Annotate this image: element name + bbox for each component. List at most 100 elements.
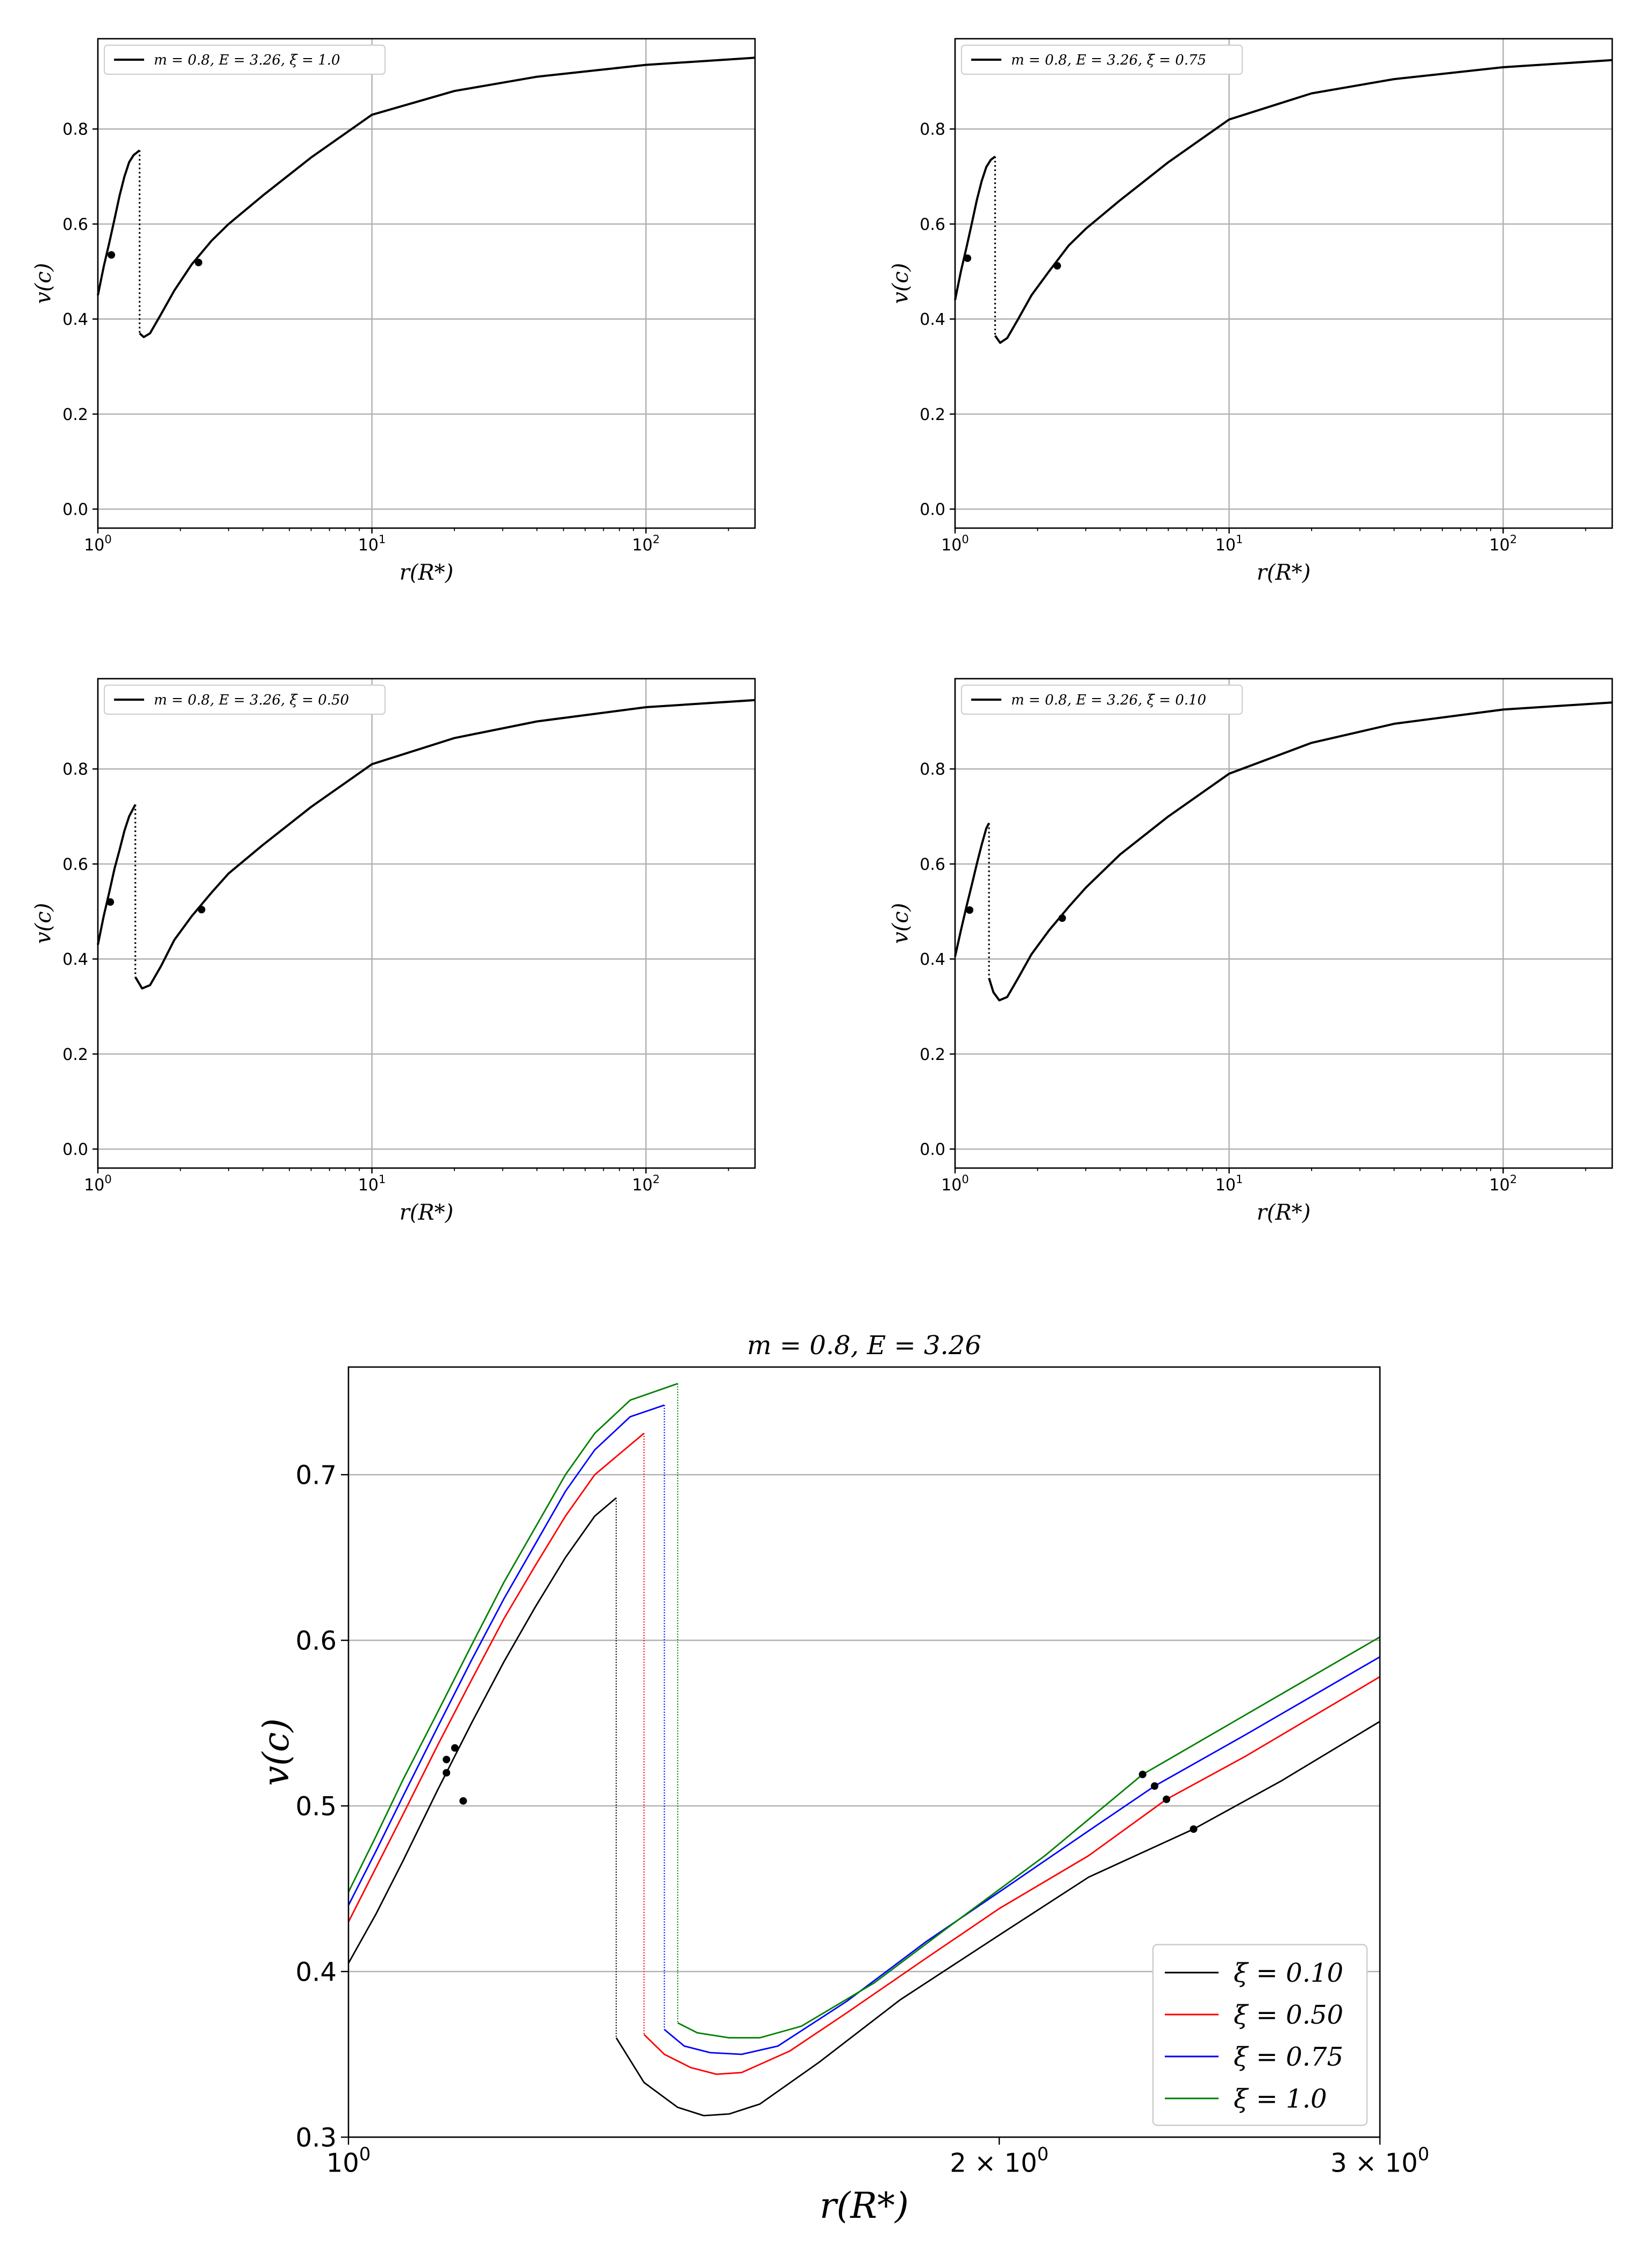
p4-series-2-marker-0 xyxy=(443,1755,451,1763)
p2-ytick-label-3: 0.6 xyxy=(62,855,88,874)
p2-xtick-label-1-base: 10 xyxy=(358,1176,379,1195)
p1-ytick-label-1: 0.2 xyxy=(920,405,945,424)
p3-frame xyxy=(954,678,1613,1169)
p1-legend-label-0: m = 0.8, E = 3.26, ξ = 0.75 xyxy=(1011,52,1206,68)
p4-xtick-label-1: 2 × 100 xyxy=(950,2144,1049,2179)
p2-series-0-inner xyxy=(97,804,137,945)
p2-xlabel: r(R*) xyxy=(400,1200,453,1225)
p2-xtick-label-0-exp: 0 xyxy=(104,1173,111,1186)
p4-legend-label-0: ξ = 0.10 xyxy=(1234,1958,1343,1988)
p4-series-1-marker-0 xyxy=(443,1769,451,1777)
p4-xlabel: r(R*) xyxy=(820,2185,909,2226)
p3-legend-label-0: m = 0.8, E = 3.26, ξ = 0.10 xyxy=(1011,692,1206,708)
p1-ytick-label-2: 0.4 xyxy=(920,310,945,329)
p0-legend-box xyxy=(104,45,386,75)
p4-series-1-marker-1 xyxy=(1163,1795,1171,1803)
p1-ytick-label-3: 0.6 xyxy=(920,215,945,234)
p2-ytick-label-1: 0.2 xyxy=(62,1045,88,1064)
p3-series-0-marker-1 xyxy=(1058,914,1066,922)
p2-xtick-label-1: 101 xyxy=(358,1173,386,1195)
p4-ytick-label-4: 0.7 xyxy=(296,1460,337,1490)
p2-legend-label-0: m = 0.8, E = 3.26, ξ = 0.50 xyxy=(154,692,349,708)
p3-series-0-inner xyxy=(954,822,990,957)
p0-xtick-label-2: 102 xyxy=(632,533,660,555)
p1-ytick-label-4: 0.8 xyxy=(920,120,945,139)
p2-xtick-label-2: 102 xyxy=(632,1173,660,1195)
p0-legend-label-0: m = 0.8, E = 3.26, ξ = 1.0 xyxy=(154,52,340,68)
p3-xlabel: r(R*) xyxy=(1257,1200,1311,1225)
p4-xtick-label-0-exp: 0 xyxy=(359,2144,371,2165)
p0-xtick-label-0: 100 xyxy=(84,533,112,555)
p4-series-3-marker-0 xyxy=(451,1744,459,1752)
p2-series-0-marker-1 xyxy=(197,906,205,914)
p4-series-3-outer xyxy=(677,1636,1380,2039)
p0-series-0-inner xyxy=(97,150,140,296)
p1-xlabel: r(R*) xyxy=(1257,560,1311,585)
p1-series-0-marker-0 xyxy=(964,254,972,262)
p3-xtick-label-0-exp: 0 xyxy=(962,1173,969,1186)
p2-series-0-outer xyxy=(134,699,756,990)
p3-xtick-label-1: 101 xyxy=(1215,1173,1243,1195)
p3-legend-box xyxy=(961,685,1243,715)
p4-ytick-label-2: 0.5 xyxy=(296,1791,337,1821)
p4-series-2-outer xyxy=(664,1656,1380,2055)
p2-ytick-label-0: 0.0 xyxy=(62,1140,88,1159)
p4-ytick-label-1: 0.4 xyxy=(296,1957,337,1987)
p1-xtick-label-0: 100 xyxy=(941,533,969,555)
p3-xtick-label-2-base: 10 xyxy=(1489,1176,1509,1195)
p1-legend-box xyxy=(961,45,1243,75)
p0-xtick-label-2-exp: 2 xyxy=(653,533,660,546)
p4-xtick-label-1-exp: 0 xyxy=(1037,2144,1049,2165)
p3-xtick-label-2: 102 xyxy=(1489,1173,1517,1195)
p0-xtick-label-1: 101 xyxy=(358,533,386,555)
p3-ytick-label-0: 0.0 xyxy=(920,1140,945,1159)
p0-ytick-label-0: 0.0 xyxy=(62,500,88,519)
p4-xtick-label-2-exp: 0 xyxy=(1418,2144,1429,2165)
p2-xtick-label-2-exp: 2 xyxy=(653,1173,660,1186)
p4-xtick-label-0: 100 xyxy=(326,2144,371,2179)
p2-series-0-marker-0 xyxy=(106,898,115,906)
p0-ytick-label-2: 0.4 xyxy=(62,310,88,329)
p2-xtick-label-1-exp: 1 xyxy=(379,1173,386,1186)
p3-ytick-label-1: 0.2 xyxy=(920,1045,945,1064)
p4-xtick-label-1-base: 2 × 10 xyxy=(950,2148,1037,2178)
p0-ylabel: v(c) xyxy=(31,263,56,304)
p4-series-0-inner xyxy=(347,1497,617,1964)
p4-series-2-marker-1 xyxy=(1151,1782,1159,1790)
p4-ylabel: v(c) xyxy=(255,1718,297,1786)
p2-xtick-label-2-base: 10 xyxy=(632,1176,652,1195)
p1-xtick-label-0-base: 10 xyxy=(941,536,962,555)
p1-ytick-label-0: 0.0 xyxy=(920,500,945,519)
p0-xtick-label-0-exp: 0 xyxy=(104,533,111,546)
p4-legend-box xyxy=(1152,1944,1368,2126)
p1-xtick-label-1: 101 xyxy=(1215,533,1243,555)
p1-xtick-label-2: 102 xyxy=(1489,533,1517,555)
p4-frame xyxy=(347,1366,1381,2138)
p4-xtick-label-2: 3 × 100 xyxy=(1330,2144,1429,2179)
p1-xtick-label-2-exp: 2 xyxy=(1510,533,1517,546)
p2-ytick-label-2: 0.4 xyxy=(62,950,88,969)
p4-title: m = 0.8, E = 3.26 xyxy=(747,1330,981,1361)
p4-series-0-marker-0 xyxy=(459,1797,467,1805)
p4-xtick-label-0-base: 10 xyxy=(326,2148,359,2178)
p3-ylabel: v(c) xyxy=(888,903,913,944)
p4-xtick-label-2-base: 3 × 10 xyxy=(1330,2148,1418,2178)
p4-series-1-inner xyxy=(347,1433,645,1923)
p4-series-3-inner xyxy=(347,1383,678,1892)
p0-xlabel: r(R*) xyxy=(400,560,453,585)
p0-frame xyxy=(97,38,756,529)
p0-ytick-label-1: 0.2 xyxy=(62,405,88,424)
p4-series-0-marker-1 xyxy=(1190,1825,1198,1833)
p3-series-0-outer xyxy=(988,701,1613,1002)
p1-series-0-outer xyxy=(994,59,1613,344)
p1-xtick-label-1-exp: 1 xyxy=(1236,533,1243,546)
p3-xtick-label-0: 100 xyxy=(941,1173,969,1195)
p0-ytick-label-4: 0.8 xyxy=(62,120,88,139)
p4-series-3-marker-1 xyxy=(1138,1770,1147,1778)
p4-legend-label-2: ξ = 0.75 xyxy=(1234,2042,1343,2072)
p1-series-0-inner xyxy=(954,155,996,301)
